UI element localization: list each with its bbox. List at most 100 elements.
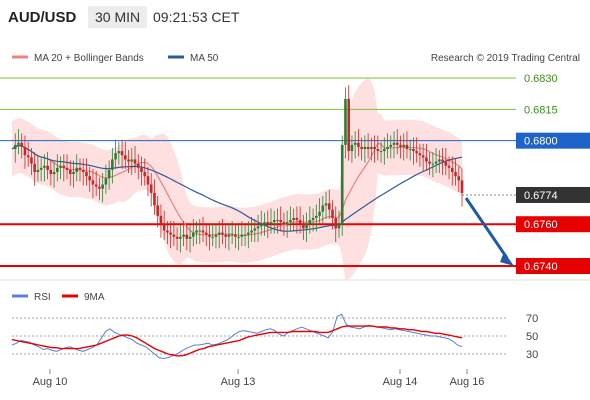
candle-body <box>386 146 389 150</box>
candle-body <box>195 230 198 233</box>
candle-body <box>457 176 461 181</box>
candle-body <box>52 172 56 175</box>
x-tick-label: Aug 16 <box>450 376 485 388</box>
candle-body <box>214 234 218 237</box>
level-label-box-0.6760 <box>516 216 590 233</box>
candle-body <box>175 236 179 239</box>
candle-body <box>217 232 221 235</box>
candle-body <box>272 220 276 223</box>
timeframe-badge[interactable]: 30 MIN <box>88 6 148 28</box>
candle-body <box>211 236 215 238</box>
candle-body <box>308 220 312 225</box>
candle-body <box>68 169 72 175</box>
rsi-series-rsi <box>11 313 463 360</box>
candle-body <box>169 232 172 235</box>
candle-body <box>240 234 244 237</box>
candle-body <box>201 230 205 233</box>
candle-body <box>399 144 402 147</box>
candle-body <box>454 172 457 177</box>
candle-body <box>340 144 344 225</box>
candle-body <box>331 209 334 218</box>
candle-body <box>43 165 46 168</box>
candle-body <box>344 98 347 145</box>
level-label-box-0.6774 <box>516 186 590 203</box>
candle-body <box>327 203 331 210</box>
candle-body <box>36 169 40 172</box>
rsi-legend: RSI 9MA <box>12 292 105 303</box>
candle-body <box>379 151 383 153</box>
candle-body <box>285 222 289 225</box>
x-tick-label: Aug 10 <box>33 376 68 388</box>
candle-body <box>243 234 247 236</box>
candle-body <box>334 217 338 229</box>
level-label-box-0.6815 <box>516 101 590 118</box>
level-label-box-0.6800 <box>516 132 590 149</box>
candle-body <box>156 205 159 216</box>
candle-body <box>39 167 43 170</box>
candle-body <box>408 149 412 151</box>
candle-body <box>415 151 418 154</box>
forecast-arrow-shaft <box>464 197 509 259</box>
candle-body <box>111 159 114 170</box>
candle-body <box>444 161 448 166</box>
candle-body <box>360 146 363 150</box>
candle-body <box>136 163 140 168</box>
candle-body <box>23 146 27 156</box>
candle-body <box>247 232 250 235</box>
candle-body <box>120 151 124 156</box>
x-tick-label: Aug 14 <box>383 376 418 388</box>
candle-body <box>13 144 17 150</box>
candle-body <box>162 224 166 231</box>
candle-body <box>153 192 156 206</box>
candle-body <box>392 142 396 145</box>
candle-body <box>56 167 59 172</box>
candle-body <box>425 157 428 162</box>
candle-body <box>263 222 266 225</box>
candle-body <box>26 155 30 158</box>
candle-body <box>230 234 234 236</box>
chart-header: AUD/USD 30 MIN 09:21:53 CET <box>0 0 590 36</box>
candle-body <box>94 184 98 187</box>
candle-body <box>438 159 441 162</box>
candle-body <box>250 230 253 233</box>
level-label-box-0.6830 <box>516 70 590 86</box>
candle-body <box>302 224 305 229</box>
candle-body <box>91 180 95 185</box>
candle-body <box>81 169 85 172</box>
candle-body <box>460 180 464 193</box>
candle-body <box>237 236 240 238</box>
candle-body <box>188 236 192 239</box>
candle-body <box>292 217 295 221</box>
copyright-text: Research © 2019 Trading Central <box>431 53 580 64</box>
candle-body <box>295 217 299 221</box>
candle-body <box>191 232 195 237</box>
candle-body <box>124 155 127 160</box>
candle-body <box>279 220 283 223</box>
candle-body <box>289 220 292 223</box>
candle-body <box>130 159 134 162</box>
level-label-0.6815: 0.6815 <box>524 104 558 116</box>
candle-body <box>447 165 451 168</box>
forecast-arrow-head <box>500 252 514 266</box>
main-price-panel: 0.6830 0.6815 0.6800 0.6774 0.6760 0.6740 <box>0 70 590 281</box>
level-label-box-0.6740 <box>516 258 590 274</box>
level-label-0.6800: 0.6800 <box>524 136 558 148</box>
candle-body <box>441 159 444 162</box>
candle-body <box>166 230 169 233</box>
candle-body <box>143 172 147 177</box>
rsi-tick-70: 70 <box>526 313 538 325</box>
candle-body <box>305 224 308 229</box>
candle-body <box>185 234 189 239</box>
candle-body <box>370 146 373 150</box>
ma9-legend-label: 9MA <box>84 292 105 303</box>
candle-body <box>101 184 104 189</box>
ma50-legend-label: MA 50 <box>190 53 219 64</box>
candle-body <box>33 163 36 172</box>
candle-body <box>315 215 318 218</box>
candle-body <box>17 142 20 145</box>
candle-body <box>266 222 270 225</box>
candle-body <box>282 222 286 225</box>
candle-body <box>357 142 360 147</box>
candle-body <box>347 98 350 152</box>
